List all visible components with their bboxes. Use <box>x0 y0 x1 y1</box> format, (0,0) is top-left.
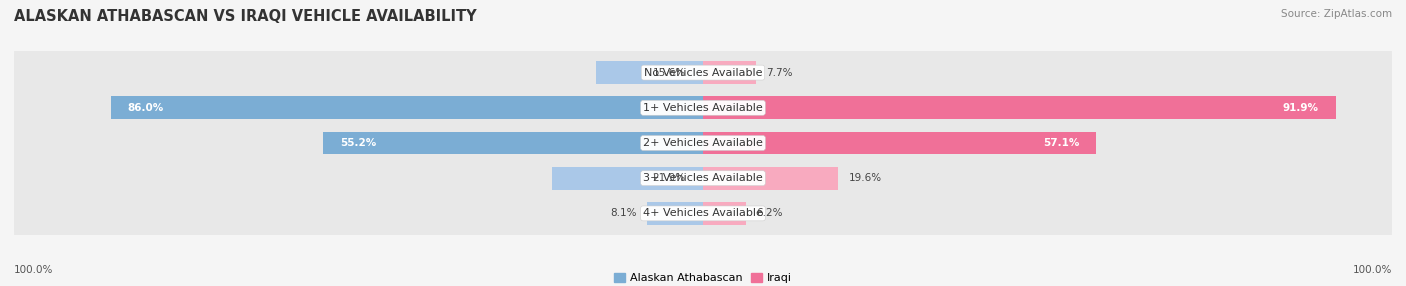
Text: 6.2%: 6.2% <box>756 208 783 219</box>
Bar <box>596 61 703 84</box>
FancyBboxPatch shape <box>14 38 1392 107</box>
FancyBboxPatch shape <box>14 179 1392 248</box>
Text: 100.0%: 100.0% <box>14 265 53 275</box>
Bar <box>111 96 703 119</box>
Text: 19.6%: 19.6% <box>848 173 882 183</box>
Text: 15.6%: 15.6% <box>652 67 686 78</box>
Text: 86.0%: 86.0% <box>128 103 165 113</box>
Text: 91.9%: 91.9% <box>1282 103 1319 113</box>
Text: ALASKAN ATHABASCAN VS IRAQI VEHICLE AVAILABILITY: ALASKAN ATHABASCAN VS IRAQI VEHICLE AVAI… <box>14 9 477 23</box>
Text: 1+ Vehicles Available: 1+ Vehicles Available <box>643 103 763 113</box>
FancyBboxPatch shape <box>14 144 1392 213</box>
Text: No Vehicles Available: No Vehicles Available <box>644 67 762 78</box>
Text: 4+ Vehicles Available: 4+ Vehicles Available <box>643 208 763 219</box>
Text: 3+ Vehicles Available: 3+ Vehicles Available <box>643 173 763 183</box>
Text: 7.7%: 7.7% <box>766 67 793 78</box>
Text: 21.9%: 21.9% <box>652 173 686 183</box>
Bar <box>553 167 703 190</box>
Bar <box>703 132 1097 154</box>
FancyBboxPatch shape <box>14 73 1392 142</box>
Text: 100.0%: 100.0% <box>1353 265 1392 275</box>
Bar <box>323 132 703 154</box>
Text: 8.1%: 8.1% <box>610 208 637 219</box>
Bar <box>703 202 745 225</box>
Bar <box>703 96 1336 119</box>
Text: 57.1%: 57.1% <box>1043 138 1080 148</box>
FancyBboxPatch shape <box>14 108 1392 178</box>
Bar <box>703 167 838 190</box>
Bar <box>647 202 703 225</box>
Text: Source: ZipAtlas.com: Source: ZipAtlas.com <box>1281 9 1392 19</box>
Bar <box>703 61 756 84</box>
Text: 55.2%: 55.2% <box>340 138 377 148</box>
Legend: Alaskan Athabascan, Iraqi: Alaskan Athabascan, Iraqi <box>610 268 796 286</box>
Text: 2+ Vehicles Available: 2+ Vehicles Available <box>643 138 763 148</box>
